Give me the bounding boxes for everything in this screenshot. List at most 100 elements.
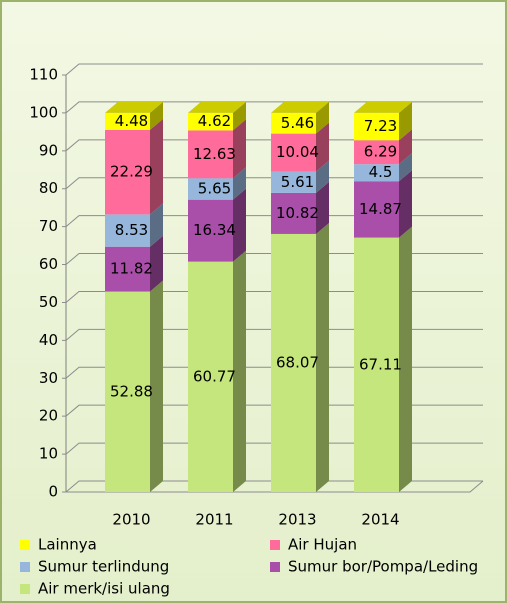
bar-segment xyxy=(354,129,412,165)
bar-face xyxy=(399,101,412,141)
bar-face xyxy=(233,188,246,262)
legend-label: Air Hujan xyxy=(288,536,357,554)
data-label: 68.07 xyxy=(276,353,319,371)
y-tick-label: 30 xyxy=(39,369,58,387)
data-label: 60.77 xyxy=(193,367,236,385)
bar-face xyxy=(316,222,329,492)
bar-face xyxy=(188,130,233,179)
y-tick-label: 80 xyxy=(39,179,58,197)
data-label: 12.63 xyxy=(193,145,236,163)
bar-face xyxy=(316,101,329,134)
data-label: 4.62 xyxy=(198,112,231,130)
bar-face xyxy=(316,160,329,193)
y-tick-label: 50 xyxy=(39,293,58,311)
x-tick-label: 2014 xyxy=(361,511,399,529)
bar-face xyxy=(316,181,329,234)
y-tick-label: 110 xyxy=(29,66,58,84)
bar-face xyxy=(105,129,150,215)
data-label: 22.29 xyxy=(110,163,153,181)
legend-swatch xyxy=(20,584,30,594)
data-label: 10.04 xyxy=(276,143,319,161)
bar-face xyxy=(354,140,399,165)
bar-face xyxy=(233,119,246,179)
y-tick-label: 20 xyxy=(39,407,58,425)
data-label: 52.88 xyxy=(110,382,153,400)
bar-face xyxy=(271,112,316,134)
legend-label: Sumur terlindung xyxy=(38,558,169,576)
data-label: 4.5 xyxy=(369,163,393,181)
y-tick-label: 0 xyxy=(48,483,58,501)
legend-label: Sumur bor/Pompa/Leding xyxy=(288,558,478,576)
data-label: 10.82 xyxy=(276,204,319,222)
bar-face xyxy=(233,250,246,492)
bar-face xyxy=(150,118,163,215)
bar-face xyxy=(150,235,163,292)
legend-swatch xyxy=(20,540,30,550)
bar-face xyxy=(105,112,150,130)
bar-segment xyxy=(188,188,246,262)
data-label: 14.87 xyxy=(359,200,402,218)
bar-segment xyxy=(105,101,163,130)
bar-segment xyxy=(271,101,329,134)
bar-segment xyxy=(105,203,163,247)
bar-face xyxy=(354,112,399,141)
bar-face xyxy=(150,101,163,130)
bar-face xyxy=(354,101,412,113)
legend-swatch xyxy=(270,562,280,572)
bar-face xyxy=(271,233,316,492)
bar-face xyxy=(271,171,316,193)
y-tick-label: 40 xyxy=(39,331,58,349)
bar-face xyxy=(105,214,150,247)
bar-segment xyxy=(271,222,329,492)
bar-segment xyxy=(188,101,246,131)
bar-face xyxy=(150,280,163,492)
legend-swatch xyxy=(20,562,30,572)
bar-face xyxy=(271,192,316,234)
legend-swatch xyxy=(270,540,280,550)
data-label: 67.11 xyxy=(359,355,402,373)
bar-segment xyxy=(271,160,329,193)
y-tick-label: 90 xyxy=(39,141,58,159)
y-tick-label: 10 xyxy=(39,445,58,463)
bar-segment xyxy=(188,119,246,179)
data-label: 5.61 xyxy=(281,173,314,191)
bar-face xyxy=(150,203,163,247)
bar-segment xyxy=(354,153,412,182)
bar-face xyxy=(188,261,233,492)
bar-face xyxy=(188,112,233,131)
bar-segment xyxy=(105,235,163,292)
y-tick-label: 70 xyxy=(39,217,58,235)
bar-face xyxy=(188,178,233,200)
bar-segment xyxy=(271,181,329,234)
grid-line xyxy=(62,63,483,76)
x-tick-label: 2013 xyxy=(278,511,316,529)
bar-segment xyxy=(354,226,412,492)
bar-segment xyxy=(354,170,412,238)
x-tick-label: 2010 xyxy=(112,511,150,529)
bar-face xyxy=(399,129,412,165)
grid-line xyxy=(62,101,483,114)
y-tick-label: 60 xyxy=(39,255,58,273)
bar-face xyxy=(354,181,399,238)
y-tick-label: 100 xyxy=(29,103,58,121)
bar-face xyxy=(233,167,246,200)
data-label: 6.29 xyxy=(364,143,397,161)
data-label: 5.46 xyxy=(281,114,314,132)
bar-face xyxy=(105,101,163,113)
data-label: 7.23 xyxy=(364,117,397,135)
data-label: 5.65 xyxy=(198,179,231,197)
bar-face xyxy=(316,122,329,172)
bar-face xyxy=(399,153,412,182)
bar-segment xyxy=(188,167,246,200)
data-label: 4.48 xyxy=(115,112,148,130)
bar-segment xyxy=(105,118,163,215)
bar-face xyxy=(271,133,316,172)
data-label: 16.34 xyxy=(193,221,236,239)
bar-face xyxy=(354,237,399,492)
data-label: 8.53 xyxy=(115,221,148,239)
x-tick-label: 2011 xyxy=(195,511,233,529)
bar-face xyxy=(399,226,412,492)
bar-face xyxy=(188,199,233,262)
